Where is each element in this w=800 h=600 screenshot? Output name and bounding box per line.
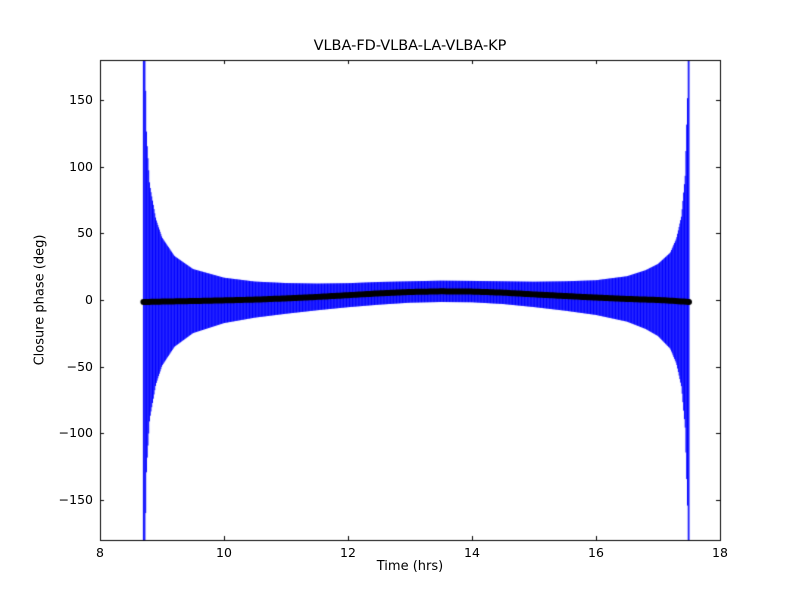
chart-title: VLBA-FD-VLBA-LA-VLBA-KP <box>313 38 507 54</box>
y-tick-label: 100 <box>69 158 93 174</box>
y-tick-label: 150 <box>69 92 93 107</box>
x-tick-label: 8 <box>96 545 104 560</box>
y-tick-label: −50 <box>66 358 93 374</box>
x-axis-label: Time (hrs) <box>376 559 444 574</box>
y-tick-label: 0 <box>85 292 93 307</box>
y-tick-label: −100 <box>58 425 93 441</box>
x-tick-label: 12 <box>340 545 356 560</box>
x-tick-label: 10 <box>216 545 232 560</box>
x-tick-label: 18 <box>712 545 728 560</box>
y-tick-label: −150 <box>58 492 93 507</box>
x-tick-label: 16 <box>588 545 604 560</box>
y-tick-label: 50 <box>77 225 93 241</box>
x-tick-label: 14 <box>464 545 480 560</box>
